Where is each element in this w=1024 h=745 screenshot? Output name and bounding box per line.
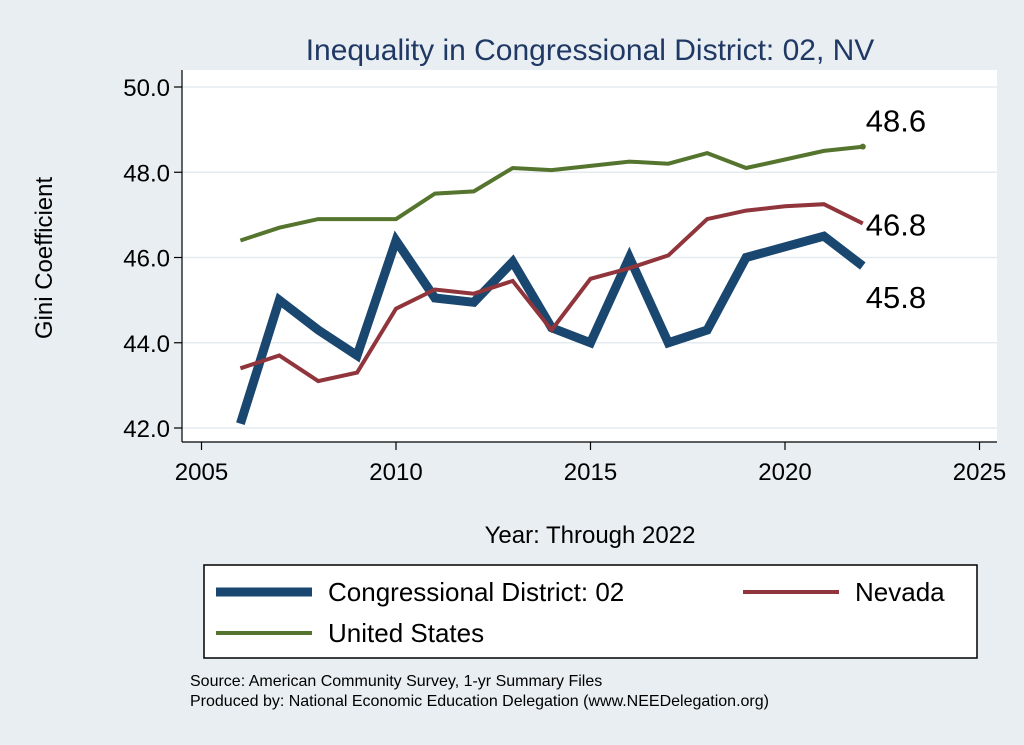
source-note: Source: American Community Survey, 1-yr … [190,673,602,690]
end-label-2: 48.6 [866,104,926,139]
end-labels: 45.8 46.8 48.6 [866,104,926,315]
legend-label: Congressional District: 02 [328,577,624,607]
x-tick-label: 2015 [564,459,617,486]
x-axis: 2005 2010 2015 2020 2025 [175,441,1006,486]
chart-title: Inequality in Congressional District: 02… [306,34,875,67]
legend: Congressional District: 02 Nevada United S… [203,564,978,659]
x-tick-label: 2005 [175,459,228,486]
legend-box [203,564,978,659]
series-line-2 [239,144,864,243]
end-label-1: 46.8 [866,207,926,242]
legend-label: Nevada [855,577,945,607]
x-tick-label: 2020 [758,459,811,486]
x-tick-label: 2010 [369,459,422,486]
series-group [236,143,866,426]
y-tick-label: 44.0 [123,331,170,358]
x-axis-title: Year: Through 2022 [485,522,696,549]
y-tick-label: 46.0 [123,246,170,273]
end-label-0: 45.8 [866,280,926,315]
y-tick-label: 48.0 [123,160,170,187]
series-line-1 [239,202,864,384]
x-tick-label: 2025 [953,459,1006,486]
y-tick-label: 50.0 [123,75,170,102]
y-axis: 42.0 44.0 46.0 48.0 50.0 [123,70,183,443]
y-axis-title: Gini Coefficient [31,177,58,340]
y-tick-label: 42.0 [123,416,170,443]
end-point-marker [859,143,866,150]
legend-label: United States [328,618,484,648]
producer-note: Produced by: National Economic Education… [190,693,769,710]
